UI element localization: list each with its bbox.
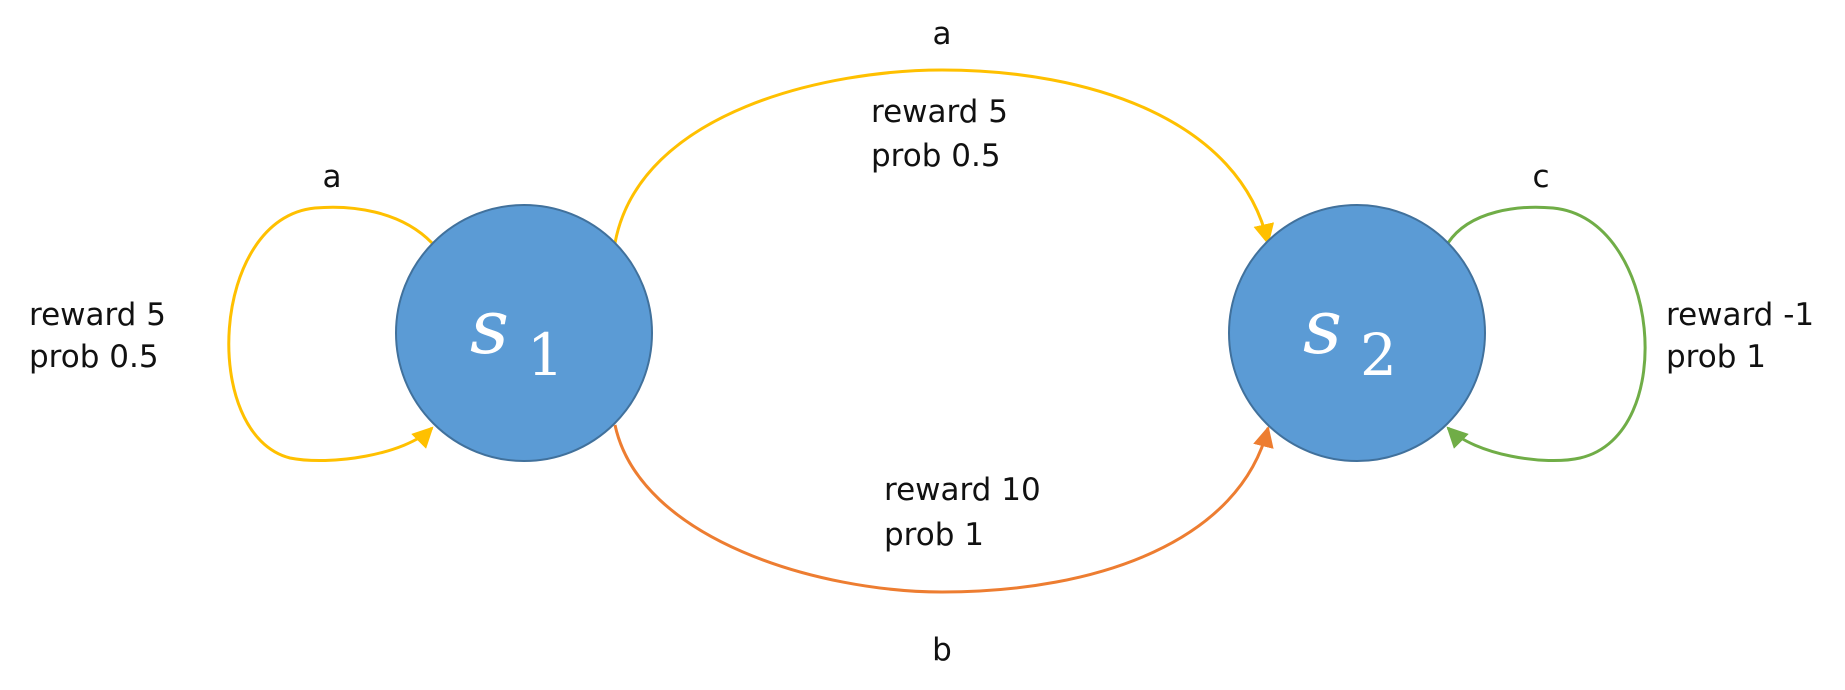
self-loop-s2-prob-label: prob 1 xyxy=(1666,339,1766,375)
edge-b-action-label: b xyxy=(932,632,952,668)
state-s1-subscript: 1 xyxy=(527,321,564,389)
state-s1-circle xyxy=(395,204,653,462)
self-loop-s1-action-label: a xyxy=(323,159,342,195)
state-s2-subscript: 2 xyxy=(1360,321,1397,389)
self-loop-s2-edge xyxy=(1446,205,1647,463)
edge-b-reward-label: reward 10 xyxy=(884,472,1041,508)
edge-a-action-label: a xyxy=(933,16,952,52)
self-loop-s1-prob-label: prob 0.5 xyxy=(29,339,159,375)
edge-b-prob-label: prob 1 xyxy=(884,517,984,553)
self-loop-s2-reward-label: reward -1 xyxy=(1666,297,1814,333)
self-loop-s2-action-label: c xyxy=(1532,159,1549,195)
self-loop-s1-edge xyxy=(227,205,434,463)
state-s2-symbol: s xyxy=(1303,282,1342,371)
state-s1-symbol: s xyxy=(470,282,509,371)
edge-a-reward-label: reward 5 xyxy=(871,94,1008,130)
state-s1: s 1 xyxy=(395,204,653,462)
state-s2-circle xyxy=(1228,204,1486,462)
state-s2: s 2 xyxy=(1228,204,1486,462)
self-loop-s1-reward-label: reward 5 xyxy=(29,297,166,333)
edge-s1-to-s2-action-a xyxy=(613,68,1275,246)
edge-a-prob-label: prob 0.5 xyxy=(871,138,1001,174)
edge-s1-to-s2-action-b xyxy=(613,424,1274,594)
